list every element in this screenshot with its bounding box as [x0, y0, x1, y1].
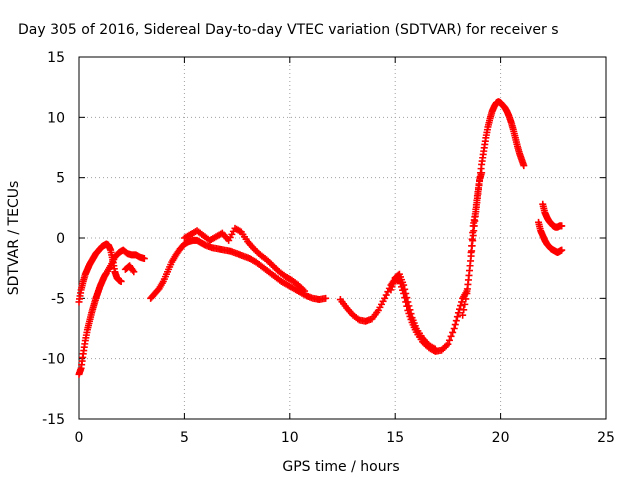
data-points	[75, 98, 566, 378]
data-point	[460, 306, 468, 314]
data-point	[468, 242, 476, 250]
data-point	[407, 310, 415, 318]
data-point	[406, 306, 414, 314]
data-point	[451, 321, 459, 329]
data-point	[520, 162, 528, 170]
data-point	[400, 281, 408, 289]
x-axis-title: GPS time / hours	[282, 459, 399, 475]
data-point	[405, 302, 413, 310]
data-point	[129, 266, 137, 274]
data-point	[453, 313, 461, 321]
data-point	[140, 255, 148, 263]
data-point	[469, 229, 477, 237]
data-point	[401, 285, 409, 293]
data-point	[444, 340, 452, 348]
data-point	[454, 309, 462, 317]
y-tick-label: 15	[47, 50, 65, 66]
y-tick-label: 0	[56, 231, 65, 247]
data-point	[558, 246, 566, 254]
data-point	[403, 294, 411, 302]
data-point	[404, 298, 412, 306]
data-point	[558, 222, 566, 230]
x-tick-label: 25	[597, 430, 615, 446]
data-point	[478, 169, 486, 177]
data-point	[117, 277, 125, 285]
x-tick-label: 0	[75, 430, 84, 446]
axis-ticks: 0 5 10 15 20 25 -15 -10 -5 0 5 10 15	[42, 50, 615, 446]
x-tick-label: 10	[281, 430, 299, 446]
data-point	[462, 295, 470, 303]
grid	[79, 57, 606, 419]
plot-frame	[78, 56, 607, 420]
data-point	[402, 290, 410, 298]
x-tick-label: 15	[386, 430, 404, 446]
y-tick-label: 5	[56, 171, 65, 187]
data-point	[467, 248, 475, 256]
data-point	[447, 332, 455, 340]
y-tick-label: 10	[47, 110, 65, 126]
data-point	[457, 302, 465, 310]
y-tick-label: -15	[42, 412, 65, 428]
y-tick-label: -5	[51, 291, 65, 307]
data-point	[130, 268, 138, 276]
data-point	[431, 345, 439, 353]
x-tick-label: 20	[492, 430, 510, 446]
data-point	[461, 300, 469, 308]
data-point	[445, 336, 453, 344]
y-axis-title: SDTVAR / TECUs	[6, 181, 22, 296]
data-point	[322, 294, 330, 302]
data-point	[452, 317, 460, 325]
data-point	[382, 291, 390, 299]
data-point	[301, 287, 309, 295]
data-point	[459, 311, 467, 319]
data-point	[468, 235, 476, 243]
x-tick-label: 5	[180, 430, 189, 446]
data-point	[449, 328, 457, 336]
chart-title: Day 305 of 2016, Sidereal Day-to-day VTE…	[18, 22, 559, 38]
y-tick-label: -10	[42, 352, 65, 368]
data-point	[450, 325, 458, 332]
